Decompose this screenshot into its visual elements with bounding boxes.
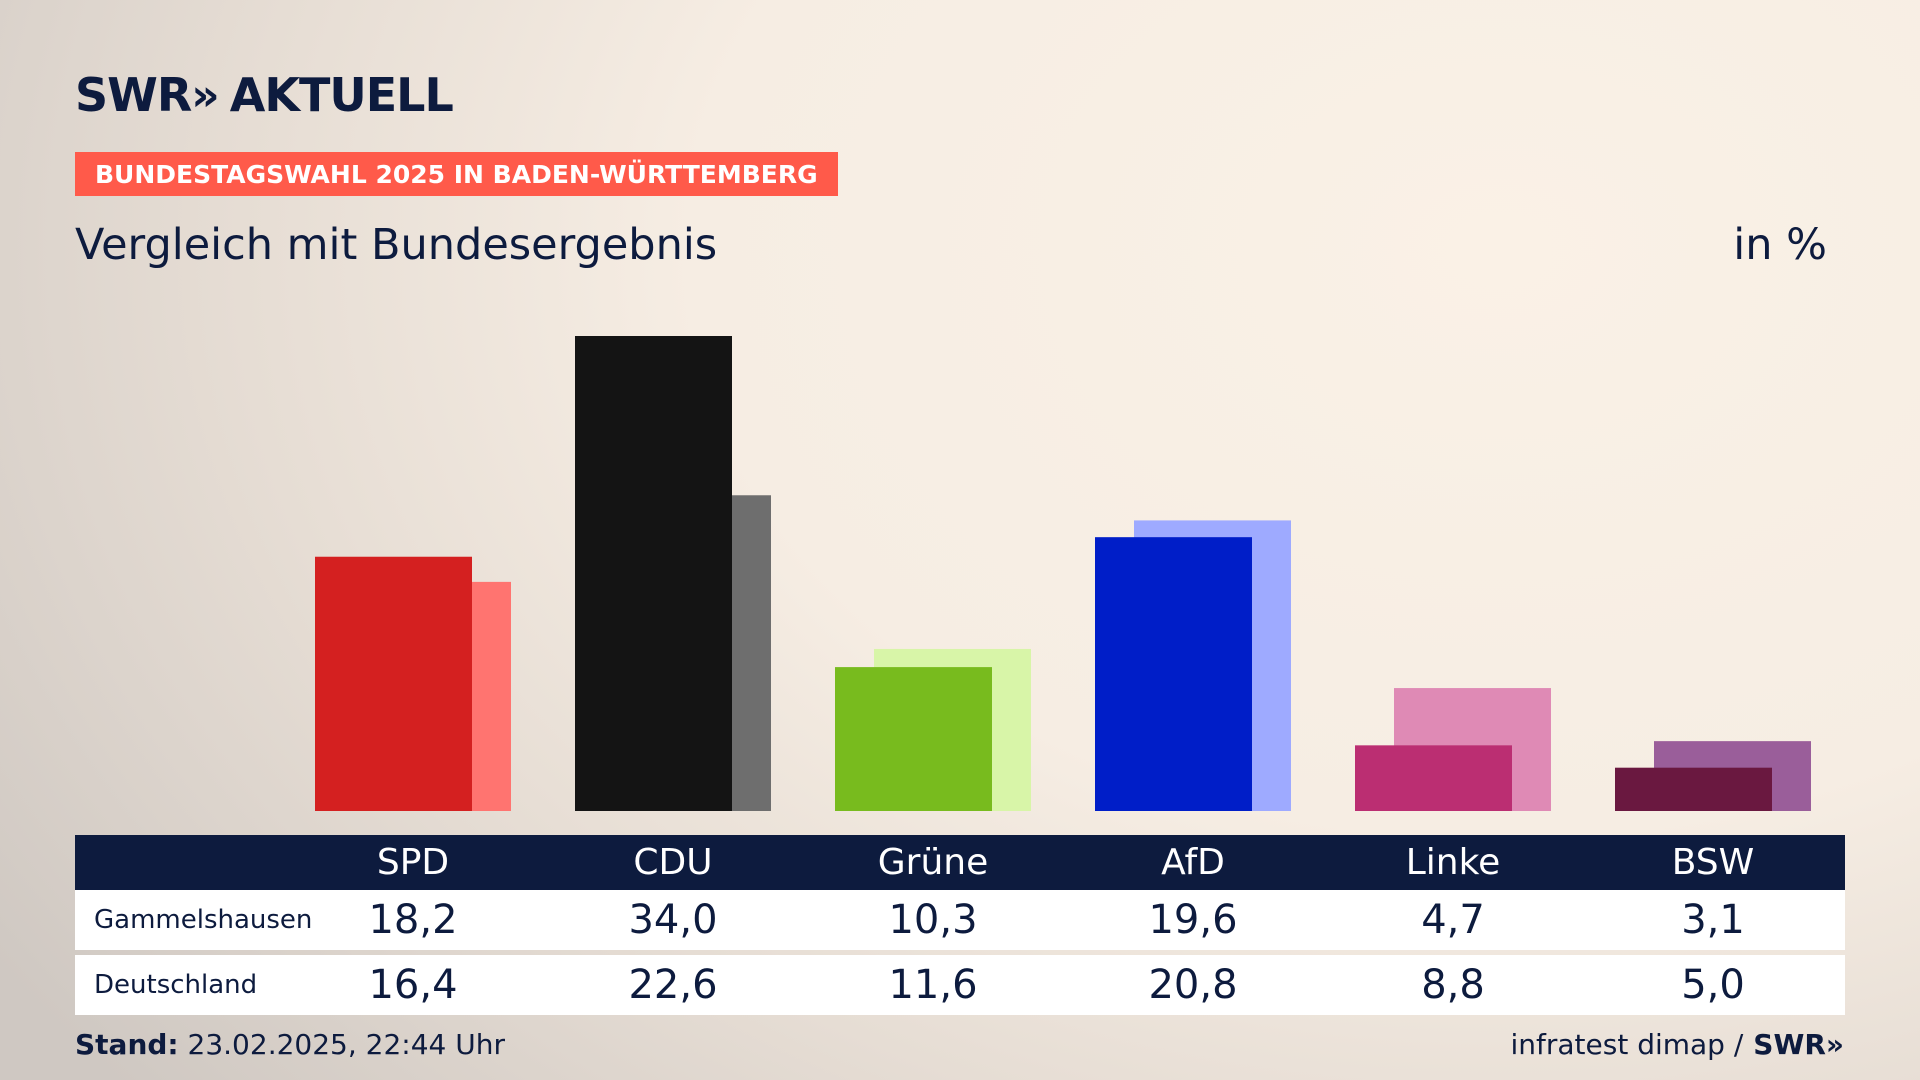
column-header-grne: Grüne (877, 842, 989, 883)
row-label-national: Deutschland (94, 970, 258, 1000)
bar-gammelshausen-cdu (575, 336, 732, 811)
column-header-cdu: CDU (633, 842, 713, 883)
column-header-bsw: BSW (1671, 842, 1755, 883)
row-label-local: Gammelshausen (94, 905, 313, 935)
column-header-linke: Linke (1405, 842, 1501, 883)
bar-chart (315, 336, 1811, 811)
table-row: Gammelshausen 18,2 34,0 10,3 19,6 4,7 3,1 (75, 890, 1845, 950)
logo-chevron-icon: » (191, 69, 220, 121)
chart-title: Vergleich mit Bundesergebnis (75, 220, 718, 270)
logo-swr-text: SWR (75, 68, 192, 122)
source-credit: infratest dimap / SWR» (1510, 1028, 1844, 1061)
value-cell: 3,1 (1681, 897, 1745, 943)
bar-gammelshausen-spd (315, 556, 472, 811)
value-cell: 11,6 (888, 962, 978, 1008)
value-cell: 10,3 (888, 897, 978, 943)
bar-gammelshausen-linke (1355, 745, 1512, 811)
value-cell: 22,6 (628, 962, 718, 1008)
stand-label: Stand: (75, 1028, 179, 1061)
logo-aktuell-text: AKTUELL (229, 68, 454, 122)
results-table: SPD CDU Grüne AfD Linke BSW Gammelshausen 18,… (75, 835, 1845, 1015)
value-cell: 20,8 (1148, 962, 1238, 1008)
timestamp: Stand: 23.02.2025, 22:44 Uhr (75, 1028, 505, 1061)
value-cell: 5,0 (1681, 962, 1745, 1008)
bar-gammelshausen-bsw (1615, 767, 1772, 811)
value-cell: 34,0 (628, 897, 718, 943)
unit-label: in % (1733, 220, 1827, 270)
column-header-afd: AfD (1161, 842, 1225, 883)
column-header-spd: SPD (376, 842, 450, 883)
election-badge: BUNDESTAGSWAHL 2025 IN BADEN-WÜRTTEMBERG (75, 152, 838, 196)
value-cell: 4,7 (1421, 897, 1485, 943)
swr-brand-icon: SWR» (1753, 1028, 1844, 1061)
stand-value: 23.02.2025, 22:44 Uhr (187, 1028, 505, 1061)
value-cell: 8,8 (1421, 962, 1485, 1008)
value-cell: 18,2 (368, 897, 458, 943)
bar-gammelshausen-afd (1095, 537, 1252, 811)
value-cell: 16,4 (368, 962, 458, 1008)
bar-gammelshausen-grne (835, 667, 992, 811)
table-header: SPD CDU Grüne AfD Linke BSW (75, 835, 1845, 890)
source-text: infratest dimap / (1510, 1028, 1744, 1061)
table-row: Deutschland 16,4 22,6 11,6 20,8 8,8 5,0 (75, 955, 1845, 1015)
value-cell: 19,6 (1148, 897, 1238, 943)
swr-aktuell-logo: SWR » AKTUELL (75, 68, 454, 122)
